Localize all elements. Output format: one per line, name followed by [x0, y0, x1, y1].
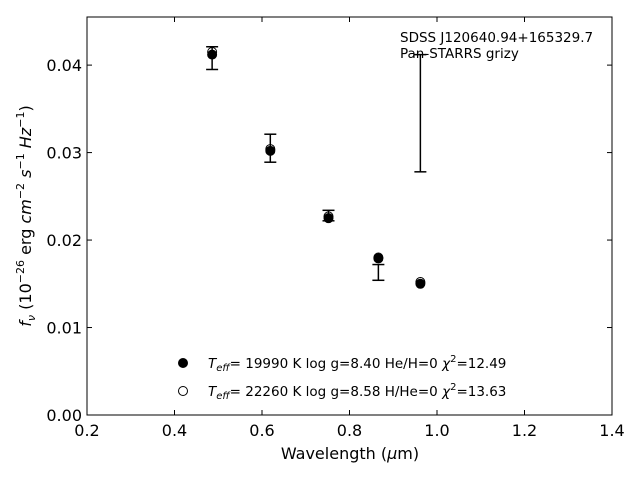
observed-errorbar [414, 53, 427, 173]
model-point-open [207, 46, 218, 57]
x-axis-ticks: 0.2 0.4 0.6 0.8 1.0 1.2 1.4 [74, 17, 625, 440]
model-point-filled [207, 49, 218, 60]
x-tick-label: 1.2 [512, 421, 537, 440]
y-tick-label: 0.04 [46, 56, 82, 75]
x-tick-label: 0.4 [162, 421, 187, 440]
x-tick-label: 1.4 [599, 421, 624, 440]
error-bars [206, 45, 427, 282]
y-tick-label: 0.02 [46, 231, 82, 250]
x-tick-label: 0.2 [74, 421, 99, 440]
y-axis-label: fν (10−26 erg cm−2 s−1 Hz−1) [14, 105, 38, 326]
y-tick-label: 0.00 [46, 406, 82, 425]
legend-entry: Teff= 19990 K log g=8.40 He/H=0 χ2=12.49 [208, 354, 506, 374]
y-axis-ticks: 0.00 0.01 0.02 0.03 0.04 [46, 56, 612, 425]
y-tick-label: 0.01 [46, 319, 82, 338]
model-point-open [323, 211, 334, 222]
markers [207, 46, 426, 289]
y-tick-label: 0.03 [46, 144, 82, 163]
annotation-object-name: SDSS J120640.94+165329.7 [400, 30, 593, 46]
legend-marker [178, 358, 188, 368]
x-tick-label: 1.0 [424, 421, 449, 440]
annotation-survey: Pan-STARRS grizy [400, 46, 519, 62]
legend-entry: Teff= 22260 K log g=8.58 H/He=0 χ2=13.63 [208, 382, 506, 402]
model-point-open [265, 144, 276, 155]
legend-marker [178, 386, 188, 396]
observed-errorbar [372, 263, 385, 282]
model-point-open [415, 277, 426, 288]
x-tick-label: 0.6 [249, 421, 274, 440]
x-axis-label: Wavelength (μm) [281, 444, 419, 463]
model-point-open [373, 252, 384, 263]
x-tick-label: 0.8 [337, 421, 362, 440]
legend: Teff= 19990 K log g=8.40 He/H=0 χ2=12.49… [178, 354, 506, 402]
